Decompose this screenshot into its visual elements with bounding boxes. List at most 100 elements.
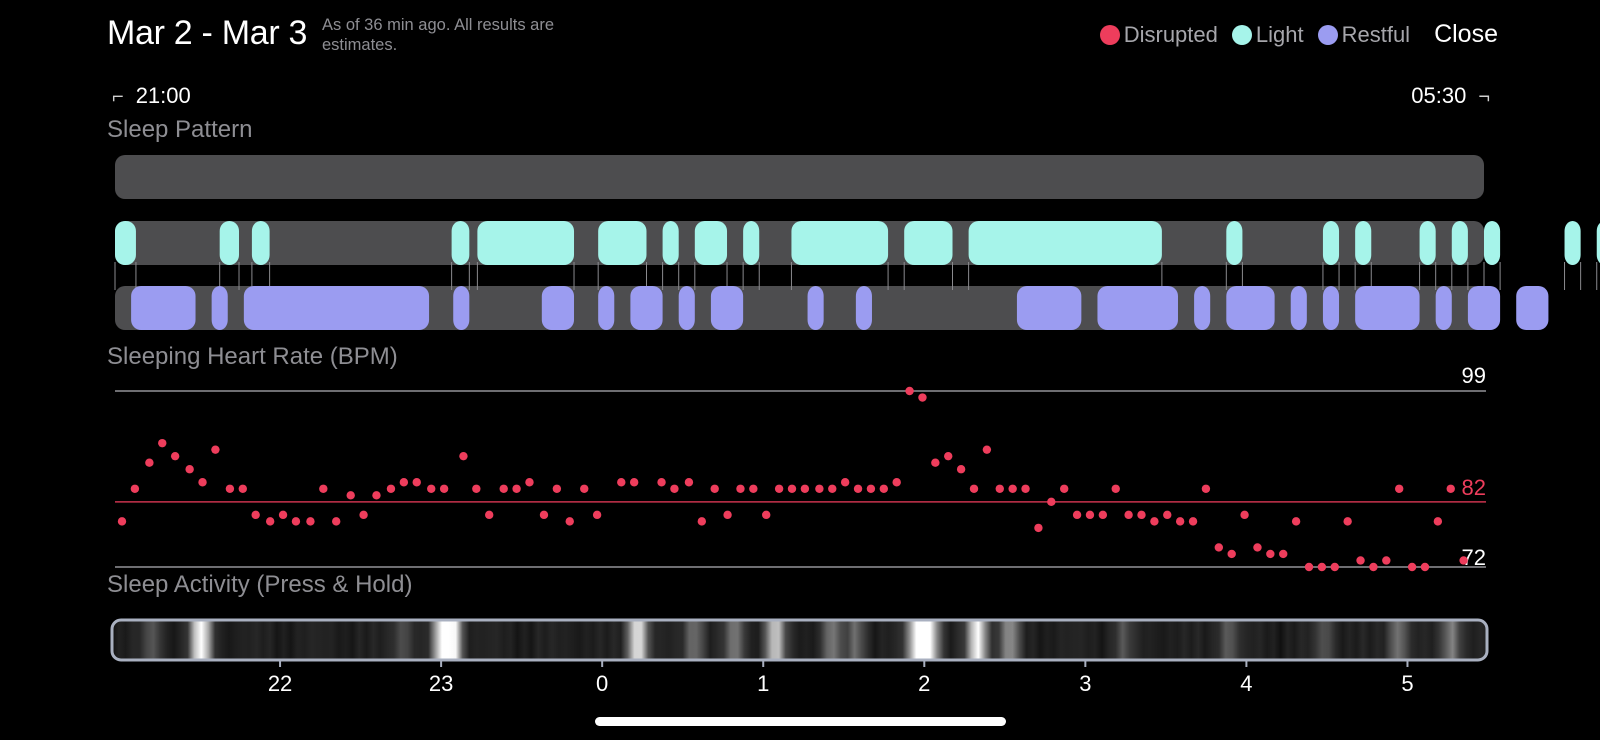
heart-rate-point xyxy=(892,478,901,487)
heart-rate-point xyxy=(982,445,992,454)
restful-segment xyxy=(1290,286,1307,330)
heart-rate-point xyxy=(158,438,167,448)
heart-rate-point xyxy=(1008,484,1017,493)
heart-rate-point xyxy=(774,484,784,493)
last-updated-note: As of 36 min ago. All results are estima… xyxy=(322,16,555,54)
heart-rate-point xyxy=(1227,549,1236,559)
heart-rate-point xyxy=(1317,562,1327,572)
restful-segment xyxy=(131,286,196,330)
light-segment xyxy=(251,221,270,265)
start-bracket-icon: ⌐ xyxy=(112,86,124,108)
heart-rate-point xyxy=(1163,510,1172,520)
light-segment xyxy=(791,221,889,265)
heart-rate-point xyxy=(995,484,1004,493)
heart-rate-point xyxy=(1124,510,1133,520)
heart-rate-point xyxy=(211,445,220,454)
heart-rate-point xyxy=(251,510,260,520)
close-button[interactable]: Close xyxy=(1434,20,1498,48)
heart-rate-point xyxy=(657,478,666,487)
heart-rate-point xyxy=(525,478,534,487)
light-segment xyxy=(1355,221,1372,265)
light-segment xyxy=(1451,221,1468,265)
heart-rate-point xyxy=(787,484,797,493)
heart-rate-point xyxy=(1085,510,1095,520)
heart-rate-point xyxy=(1394,484,1404,493)
heart-rate-point xyxy=(1175,517,1185,526)
heart-rate-point xyxy=(1433,517,1443,526)
heart-rate-point xyxy=(629,478,639,487)
heart-rate-point xyxy=(552,484,562,493)
restful-segment xyxy=(1435,286,1452,330)
heart-rate-point xyxy=(130,484,140,493)
axis-tick-label: 22 xyxy=(268,671,292,696)
light-segment xyxy=(451,221,470,265)
restful-color-dot xyxy=(1317,24,1338,45)
page-title: Mar 2 - Mar 3 xyxy=(107,14,308,52)
heart-rate-point xyxy=(265,517,275,526)
light-segment xyxy=(1484,221,1501,265)
restful-segment xyxy=(243,286,430,330)
light-segment xyxy=(743,221,760,265)
legend-item-restful: Restful xyxy=(1317,22,1410,48)
range-start: ⌐ 21:00 xyxy=(112,83,191,109)
heart-rate-point xyxy=(1214,543,1224,552)
max-bpm-label: 99 xyxy=(1462,363,1486,388)
heart-rate-point xyxy=(828,484,837,493)
heart-rate-point xyxy=(319,484,328,493)
heart-rate-point xyxy=(684,478,694,487)
heart-rate-point xyxy=(1356,556,1365,565)
heart-rate-point xyxy=(565,517,574,526)
heart-rate-point xyxy=(918,393,927,402)
axis-tick-label: 4 xyxy=(1240,671,1252,696)
heart-rate-point xyxy=(439,484,449,493)
light-segment xyxy=(1596,222,1600,264)
heart-rate-point xyxy=(1059,484,1069,493)
heart-rate-point xyxy=(617,478,626,487)
restful-segment xyxy=(1516,286,1549,330)
heart-rate-point xyxy=(879,484,889,493)
heart-rate-point xyxy=(145,458,154,467)
range-start-time: 21:00 xyxy=(135,83,191,108)
restful-segment xyxy=(1355,286,1420,330)
heart-rate-point xyxy=(412,478,421,487)
restful-segment xyxy=(1467,286,1501,330)
heart-rate-point xyxy=(1279,549,1288,559)
heart-rate-point xyxy=(1304,562,1314,572)
light-segment xyxy=(904,221,953,265)
heart-rate-point xyxy=(512,484,521,493)
home-indicator[interactable] xyxy=(595,717,1006,726)
light-segment xyxy=(1419,221,1436,265)
heart-rate-point xyxy=(1150,517,1159,526)
heart-rate-point xyxy=(539,510,549,520)
sleep-activity-heading: Sleep Activity (Press & Hold) xyxy=(107,571,413,598)
light-segment xyxy=(1322,221,1340,265)
heart-rate-point xyxy=(905,386,914,396)
heart-rate-point xyxy=(1459,556,1468,565)
axis-tick-label: 5 xyxy=(1401,671,1413,696)
heart-rate-point xyxy=(956,465,966,474)
heart-rate-point xyxy=(485,510,494,520)
sleep-pattern-heading: Sleep Pattern xyxy=(107,116,253,143)
heart-rate-point xyxy=(1188,517,1198,526)
heart-rate-point xyxy=(1201,484,1211,493)
heart-rate-point xyxy=(1382,556,1391,565)
heart-rate-point xyxy=(1098,510,1108,520)
restful-segment xyxy=(710,286,744,330)
sleep-activity-chart[interactable] xyxy=(110,618,1489,662)
heart-rate-point xyxy=(697,517,707,526)
heart-rate-point xyxy=(359,510,368,520)
restful-segment xyxy=(1194,286,1211,330)
heart-rate-point xyxy=(969,484,979,493)
heart-rate-point xyxy=(1021,484,1030,493)
restful-segment xyxy=(1322,286,1340,330)
heart-rate-point xyxy=(306,517,315,526)
heart-rate-point xyxy=(499,484,508,493)
heart-rate-heading: Sleeping Heart Rate (BPM) xyxy=(107,343,398,370)
heart-rate-point xyxy=(1291,517,1301,526)
heart-rate-point xyxy=(386,484,396,493)
heart-rate-point xyxy=(723,510,732,520)
legend-label-light: Light xyxy=(1255,21,1304,47)
time-axis: 22 23 0 1 2 3 4 5 xyxy=(268,660,1414,696)
legend-item-light: Light xyxy=(1231,21,1304,48)
